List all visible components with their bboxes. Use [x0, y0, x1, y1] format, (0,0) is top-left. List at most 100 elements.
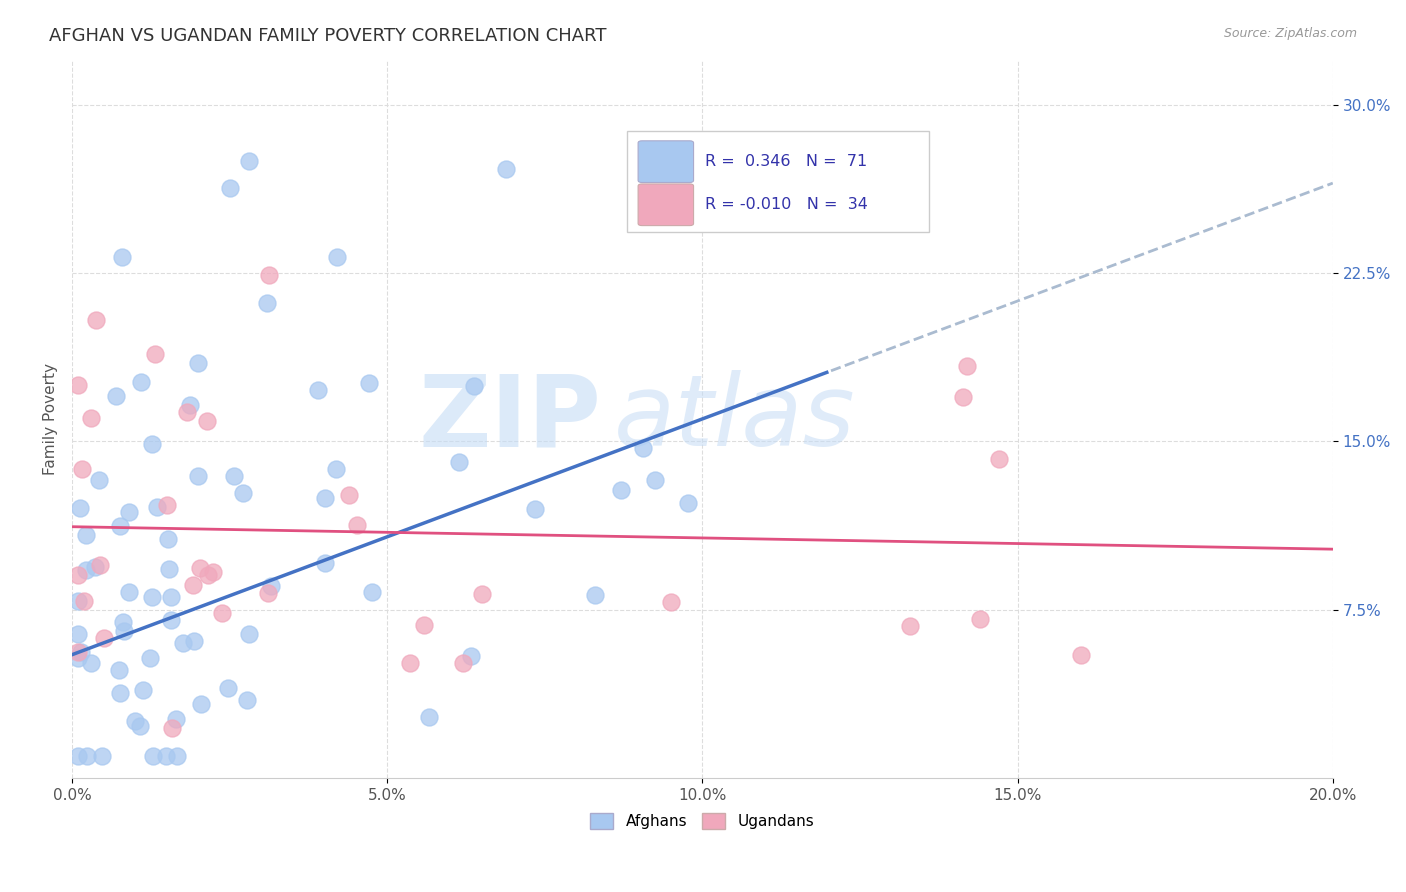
Point — [67, 651, 90, 665]
Point — [67, 568, 90, 582]
Point — [129, 375, 152, 389]
Point — [217, 681, 239, 696]
Point — [181, 578, 204, 592]
Point — [952, 390, 974, 404]
Point — [141, 437, 163, 451]
Point — [236, 693, 259, 707]
Point — [451, 656, 474, 670]
Point — [111, 250, 134, 264]
Point — [583, 588, 606, 602]
Point — [257, 586, 280, 600]
Point — [495, 162, 517, 177]
Text: atlas: atlas — [614, 370, 856, 467]
Point — [183, 634, 205, 648]
Point — [232, 485, 254, 500]
Point — [190, 697, 212, 711]
Point — [139, 650, 162, 665]
Point — [160, 591, 183, 605]
FancyBboxPatch shape — [638, 141, 693, 183]
Point — [67, 593, 90, 607]
Point — [142, 748, 165, 763]
Point — [187, 356, 209, 370]
Point — [67, 644, 90, 658]
Point — [399, 656, 422, 670]
Point — [107, 663, 129, 677]
Point — [146, 500, 169, 514]
FancyBboxPatch shape — [638, 184, 693, 226]
Point — [69, 501, 91, 516]
Point — [83, 560, 105, 574]
Text: R =  0.346   N =  71: R = 0.346 N = 71 — [704, 154, 868, 169]
Point — [460, 648, 482, 663]
Point — [471, 587, 494, 601]
Point — [631, 441, 654, 455]
Point — [166, 748, 188, 763]
Point — [197, 568, 219, 582]
Point — [165, 712, 187, 726]
Point — [156, 499, 179, 513]
Point — [90, 748, 112, 763]
Point — [108, 686, 131, 700]
Point — [449, 455, 471, 469]
Point — [956, 359, 979, 373]
Point — [80, 656, 103, 670]
Point — [129, 719, 152, 733]
Point — [72, 593, 94, 607]
FancyBboxPatch shape — [627, 131, 929, 232]
Point — [187, 468, 209, 483]
Point — [69, 645, 91, 659]
Point — [197, 414, 219, 428]
Point — [132, 683, 155, 698]
Point — [179, 398, 201, 412]
Point — [160, 721, 183, 735]
Point — [87, 473, 110, 487]
Point — [188, 560, 211, 574]
Point — [75, 527, 97, 541]
Point — [112, 615, 135, 629]
Point — [256, 296, 278, 310]
Point — [118, 505, 141, 519]
Point — [524, 502, 547, 516]
Point — [89, 558, 111, 572]
Text: R = -0.010   N =  34: R = -0.010 N = 34 — [704, 197, 868, 212]
Point — [67, 748, 90, 763]
Point — [157, 562, 180, 576]
Point — [176, 405, 198, 419]
Point — [114, 624, 136, 639]
Point — [412, 618, 434, 632]
Point — [159, 613, 181, 627]
Point — [108, 519, 131, 533]
Y-axis label: Family Poverty: Family Poverty — [44, 363, 58, 475]
Point — [67, 627, 90, 641]
Point — [346, 518, 368, 533]
Point — [67, 378, 90, 392]
Point — [70, 462, 93, 476]
Point — [326, 250, 349, 264]
Point — [314, 556, 336, 570]
Point — [104, 389, 127, 403]
Point — [80, 410, 103, 425]
Point — [211, 606, 233, 620]
Legend: Afghans, Ugandans: Afghans, Ugandans — [585, 807, 821, 835]
Point — [676, 496, 699, 510]
Point — [1070, 648, 1092, 662]
Point — [325, 461, 347, 475]
Point — [988, 452, 1011, 467]
Text: ZIP: ZIP — [419, 370, 602, 467]
Point — [155, 748, 177, 763]
Point — [172, 636, 194, 650]
Point — [201, 565, 224, 579]
Point — [969, 612, 991, 626]
Point — [141, 591, 163, 605]
Point — [463, 378, 485, 392]
Point — [76, 748, 98, 763]
Point — [314, 491, 336, 506]
Point — [238, 153, 260, 168]
Point — [644, 473, 666, 487]
Point — [238, 627, 260, 641]
Point — [143, 347, 166, 361]
Point — [357, 376, 380, 391]
Point — [257, 268, 280, 283]
Text: AFGHAN VS UGANDAN FAMILY POVERTY CORRELATION CHART: AFGHAN VS UGANDAN FAMILY POVERTY CORRELA… — [49, 27, 607, 45]
Point — [418, 710, 440, 724]
